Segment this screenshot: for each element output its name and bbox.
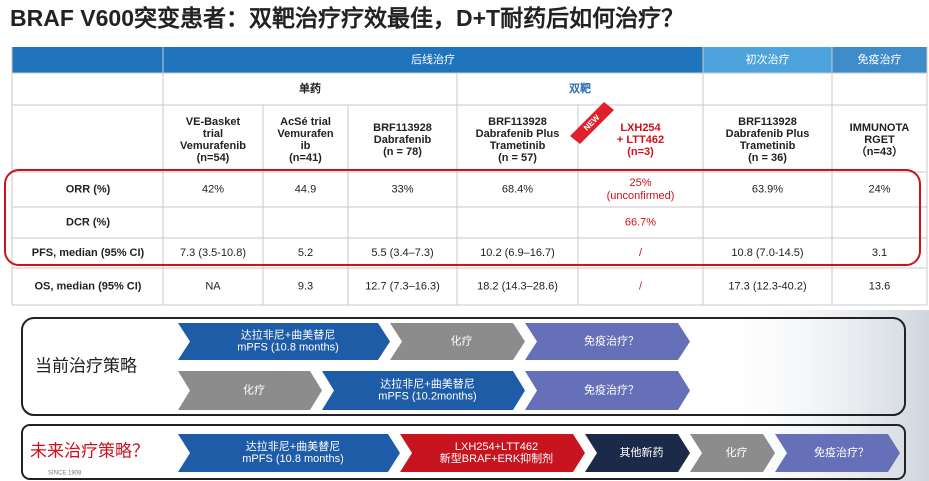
study-name: Vemurafen [277, 128, 334, 140]
step-label: 化疗 [451, 333, 473, 347]
row-label: ORR (%) [66, 183, 111, 195]
header-band [703, 47, 832, 73]
badge-ribbon [570, 102, 614, 144]
cell-value: 33% [391, 183, 413, 195]
step-arrow [390, 323, 525, 360]
step-arrow [178, 434, 400, 472]
cell-value: 17.3 (12.3-40.2) [728, 280, 806, 292]
cell-value: 5.2 [298, 247, 313, 259]
header-band [12, 47, 703, 73]
step-arrow [525, 371, 690, 410]
cell-value: (unconfirmed) [607, 190, 675, 202]
cell-value: 42% [202, 183, 224, 195]
step-label: 达拉非尼+曲美替尼 [241, 327, 335, 341]
strategy-label: 未来治疗策略？ [30, 441, 149, 460]
study-name: (n=54) [197, 152, 230, 164]
step-label: mPFS (10.2months) [378, 390, 476, 402]
header-band [832, 47, 927, 73]
study-name: （n=43） [856, 145, 903, 158]
study-name: BRF113928 [738, 116, 797, 128]
row-label: DCR (%) [66, 216, 110, 228]
study-name: Dabrafenib [374, 134, 432, 146]
current-box [21, 317, 906, 416]
cell-value: 44.9 [295, 183, 316, 195]
study-name: RGET [864, 134, 895, 146]
study-name: Trametinib [490, 140, 546, 152]
study-name: (n=3) [627, 146, 654, 158]
study-name: AcSé trial [280, 116, 331, 128]
study-name: (n = 78) [383, 146, 422, 158]
slide-title: BRAF V600突变患者：双靶治疗疗效最佳，D+T耐药后如何治疗？ [10, 5, 684, 31]
cell-value: 5.5 (3.4–7.3) [371, 247, 433, 259]
study-name: BRF113928 [488, 116, 547, 128]
step-label: 达拉非尼+曲美替尼 [246, 439, 340, 453]
study-name: (n=41) [289, 152, 322, 164]
step-label: mPFS (10.8 months) [237, 341, 338, 353]
cell-value: 12.7 (7.3–16.3) [365, 280, 440, 292]
study-name: (n = 57) [498, 152, 537, 164]
cell-value: 3.1 [872, 247, 887, 259]
step-label: 新型BRAF+ERK抑制剂 [440, 451, 553, 465]
step-label: LXH254+LTT462 [455, 441, 538, 453]
cell-value: / [639, 280, 643, 292]
cell-value: 63.9% [752, 183, 783, 195]
study-name: + LTT462 [617, 134, 664, 146]
study-name: LXH254 [620, 122, 661, 134]
study-name: Dabrafenib Plus [726, 128, 810, 140]
study-name: Vemurafenib [180, 140, 246, 152]
step-arrow [178, 323, 390, 360]
step-arrow [400, 434, 585, 472]
cell-value: 9.3 [298, 280, 313, 292]
cell-value: 13.6 [869, 280, 890, 292]
cell-value: 7.3 (3.5-10.8) [180, 247, 246, 259]
step-label: mPFS (10.8 months) [242, 453, 343, 465]
study-name: Trametinib [740, 140, 796, 152]
subgroup-header: 单药 [299, 81, 321, 95]
step-label: 达拉非尼+曲美替尼 [380, 376, 474, 390]
step-label: 化疗 [726, 445, 748, 459]
step-arrow [178, 371, 322, 410]
logo-text: SINCE 1908 [48, 471, 82, 477]
cell-value: 10.8 (7.0-14.5) [731, 247, 803, 259]
group-header: 免疫治疗 [858, 52, 902, 66]
row-label: PFS, median (95% CI) [32, 247, 145, 259]
cell-value: 68.4% [502, 183, 533, 195]
cell-value: / [639, 247, 643, 259]
study-name: ib [301, 140, 311, 152]
step-arrow [775, 434, 900, 472]
step-label: 化疗 [243, 382, 265, 396]
highlight-frame [4, 169, 921, 266]
group-header: 后线治疗 [411, 52, 455, 66]
group-header: 初次治疗 [746, 52, 790, 66]
subgroup-header: 双靶 [569, 81, 591, 95]
future-box [21, 424, 906, 480]
strategy-label: 当前治疗策略 [35, 356, 137, 375]
step-arrow [585, 434, 690, 472]
step-label: 免疫治疗？ [814, 445, 869, 459]
step-arrow [525, 323, 690, 360]
cell-value: NA [205, 280, 221, 292]
study-name: VE-Basket [186, 116, 241, 128]
study-name: IMMUNOTA [850, 122, 910, 134]
study-name: (n = 36) [748, 152, 787, 164]
cell-value: 24% [868, 183, 890, 195]
cell-value: 10.2 (6.9–16.7) [480, 247, 555, 259]
cell-value: 18.2 (14.3–28.6) [477, 280, 558, 292]
step-arrow [322, 371, 525, 410]
study-name: trial [203, 128, 223, 140]
cell-value: 66.7% [625, 216, 656, 228]
step-arrow [690, 434, 775, 472]
step-label: 免疫治疗？ [584, 333, 639, 347]
cell-value: 25% [629, 177, 651, 189]
step-label: 免疫治疗？ [584, 382, 639, 396]
study-name: BRF113928 [373, 122, 432, 134]
step-label: 其他新药 [620, 445, 664, 459]
study-name: Dabrafenib Plus [476, 128, 560, 140]
row-label: OS, median (95% CI) [35, 280, 142, 292]
